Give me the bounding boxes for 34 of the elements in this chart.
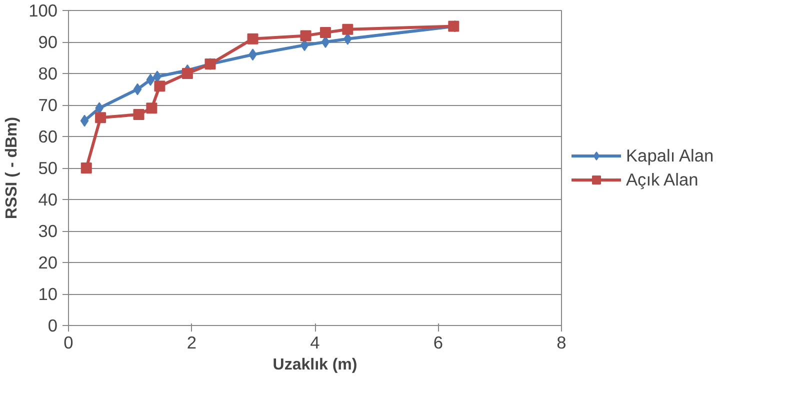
point: [133, 83, 142, 96]
x-tick-label: 6: [433, 332, 444, 352]
y-tick-label: 70: [38, 95, 58, 115]
y-tick-label: 80: [38, 64, 58, 84]
y-tick-label: 30: [38, 221, 58, 241]
point: [247, 33, 258, 44]
y-tick-label: 10: [38, 284, 58, 304]
y-tick-label: 90: [38, 32, 58, 52]
point: [154, 80, 166, 92]
legend-label: Kapalı Alan: [626, 145, 714, 166]
y-axis-title: RSSI ( - dBm): [4, 116, 21, 220]
x-tick-label: 4: [310, 332, 320, 352]
point: [448, 20, 460, 32]
point: [146, 74, 155, 86]
y-tick-label: 40: [38, 190, 58, 210]
point: [342, 24, 354, 35]
x-tick-label: 0: [64, 332, 74, 352]
point: [133, 108, 144, 120]
x-axis-title: Uzaklık (m): [272, 356, 358, 374]
point: [182, 68, 193, 79]
y-tick-label: 100: [28, 0, 58, 20]
point: [320, 27, 331, 38]
point: [146, 102, 158, 114]
y-tick-label: 20: [38, 252, 58, 272]
x-tick-label: 2: [186, 332, 197, 352]
legend-label: Açık Alan: [626, 169, 698, 190]
x-tick-label: 8: [556, 332, 566, 352]
y-tick-label: 50: [38, 158, 58, 178]
y-tick-label: 0: [48, 316, 58, 336]
point: [300, 30, 312, 42]
point: [80, 114, 89, 127]
y-tick-label: 60: [38, 126, 58, 146]
point: [95, 112, 106, 124]
point: [80, 162, 92, 174]
